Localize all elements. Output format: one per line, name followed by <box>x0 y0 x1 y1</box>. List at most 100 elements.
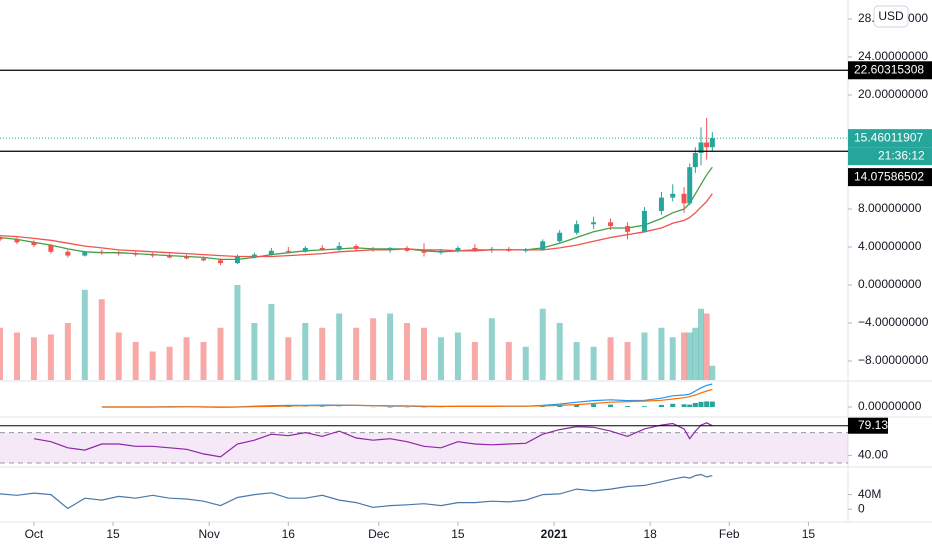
volume-bar <box>319 327 326 380</box>
volume-bar <box>692 327 699 380</box>
candle-body <box>336 246 342 250</box>
candle-body <box>506 248 512 251</box>
volume-bar <box>522 346 529 380</box>
candle-body <box>692 152 698 168</box>
volume-bar <box>0 327 3 380</box>
y-tick-label: 4.00000000 <box>858 239 922 253</box>
candle-body <box>353 246 359 249</box>
volume-bar <box>285 337 292 380</box>
candle-body <box>133 253 139 255</box>
volume-bar <box>370 318 377 380</box>
candle-body <box>658 197 664 211</box>
volume-bar <box>149 351 156 380</box>
histogram-bar <box>670 403 676 407</box>
histogram-bar <box>698 401 704 407</box>
x-tick-label: 16 <box>282 527 296 541</box>
histogram-bar <box>641 406 647 407</box>
candle-body <box>404 247 410 251</box>
volume-bar <box>669 337 676 380</box>
histogram-bar <box>687 404 693 407</box>
candle-body <box>184 256 190 259</box>
volume-bar <box>454 332 461 380</box>
candle-body <box>625 226 631 232</box>
volume-bar <box>81 289 88 380</box>
volume-bar <box>590 346 597 380</box>
last-value-tag <box>848 417 888 434</box>
histogram-bar <box>709 401 715 407</box>
volume-bar <box>573 342 580 380</box>
y-tick-label: 0 <box>858 501 865 515</box>
candle-body <box>234 256 240 264</box>
candle-body <box>540 241 546 250</box>
horizontal-line-label: 22.60315308 <box>854 62 924 76</box>
volume-bar <box>13 332 20 380</box>
volume-bar <box>624 342 631 380</box>
horizontal-line-label: 14.07586502 <box>854 169 924 183</box>
candle-body <box>82 251 88 256</box>
volume-bar <box>30 337 37 380</box>
last-price-label: 15.46011907 <box>854 130 924 144</box>
volume-bar <box>404 323 411 380</box>
candle-body <box>99 251 105 253</box>
indicator-line <box>0 473 713 510</box>
y-tick-label: 0.00000000 <box>858 277 922 291</box>
candle-body <box>319 247 325 250</box>
currency-button[interactable] <box>873 5 909 28</box>
volume-bar <box>556 323 563 380</box>
volume-bar <box>268 304 275 380</box>
volume-bar <box>703 313 710 380</box>
histogram-bar <box>574 404 580 407</box>
currency-label: USD <box>878 9 904 23</box>
y-tick-label: −4.00000000 <box>858 315 929 329</box>
candle-body <box>14 239 20 243</box>
histogram-bar <box>658 404 664 407</box>
candle-body <box>387 247 393 250</box>
volume-bar <box>539 308 546 380</box>
candle-body <box>150 254 156 256</box>
volume-bar <box>166 346 173 380</box>
histogram-bar <box>557 405 563 407</box>
volume-bar <box>505 342 512 380</box>
volume-bar <box>98 299 105 380</box>
candle-body <box>370 248 376 250</box>
volume-bar <box>607 337 614 380</box>
volume-bar <box>217 327 224 380</box>
candle-body <box>302 247 308 252</box>
volume-bar <box>336 313 343 380</box>
y-tick-label: 0.00000000 <box>858 399 922 413</box>
histogram-bar <box>285 406 291 407</box>
histogram-bar <box>704 401 710 407</box>
x-tick-label: 18 <box>643 527 657 541</box>
last-price-tag <box>848 129 932 148</box>
candle-body <box>217 260 223 264</box>
x-tick-label: 2021 <box>541 527 568 541</box>
candle-body <box>201 258 207 261</box>
candle-body <box>574 224 580 233</box>
last-value-label: 79.13 <box>858 418 888 432</box>
candle-body <box>0 237 3 240</box>
candle-body <box>65 251 71 256</box>
horizontal-line-tag <box>848 61 932 80</box>
y-tick-label: 8.00000000 <box>858 201 922 215</box>
y-tick-label: 40.00 <box>858 448 888 462</box>
candle-body <box>285 250 291 252</box>
volume-bar <box>302 323 309 380</box>
candle-body <box>681 193 687 204</box>
volume-bar <box>64 323 71 380</box>
candle-body <box>591 222 597 225</box>
volume-bar <box>658 327 665 380</box>
candle-body <box>116 252 122 254</box>
histogram-bar <box>591 404 597 407</box>
x-tick-label: Oct <box>25 527 44 541</box>
candle-body <box>523 249 529 251</box>
volume-bar <box>681 332 688 380</box>
volume-bar <box>488 318 495 380</box>
candle-body <box>455 247 461 251</box>
candle-body <box>557 232 563 242</box>
volume-bar <box>421 327 427 380</box>
candle-body <box>709 138 715 148</box>
x-tick-label: Feb <box>719 527 740 541</box>
candle-body <box>31 242 37 246</box>
volume-bar <box>387 313 394 380</box>
